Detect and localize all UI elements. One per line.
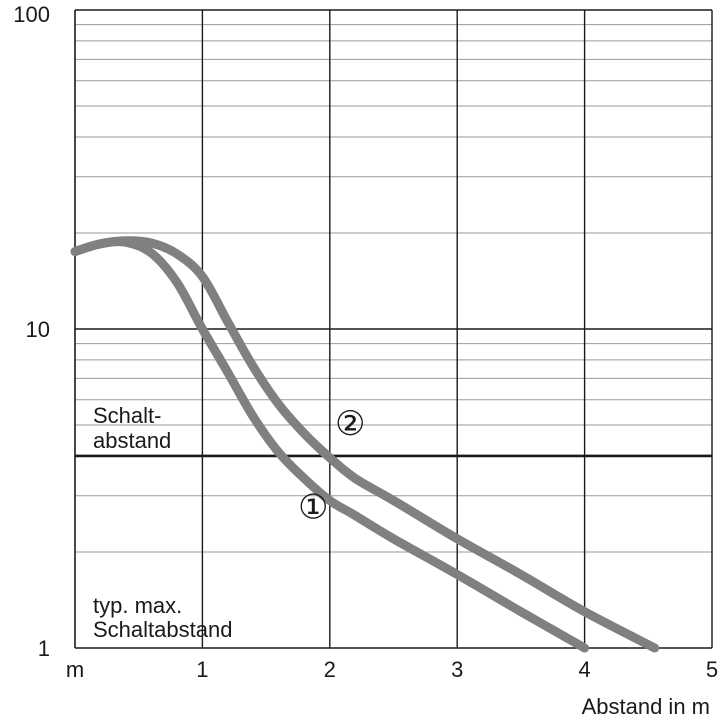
y-tick-label: 1: [38, 636, 50, 661]
x-tick-label: 1: [196, 657, 208, 682]
x-tick-label: 5: [706, 657, 718, 682]
annotation-line2: Schaltabstand: [93, 617, 232, 642]
x-tick-label: 4: [578, 657, 590, 682]
x-axis-title: Abstand in m: [582, 694, 710, 718]
series-2-line: [70, 236, 660, 653]
series-2-marker: ②: [335, 404, 365, 444]
x-tick-label: 3: [451, 657, 463, 682]
annotation-line1: typ. max.: [93, 593, 182, 618]
tick-labels: 1 10 100 1 2 3 4 5: [13, 2, 718, 682]
series-1-line: [70, 237, 590, 653]
curves: [70, 236, 660, 653]
y-tick-label: 100: [13, 2, 50, 27]
series-1-marker: ①: [298, 487, 328, 527]
labels: Schalt- abstand typ. max. Schaltabstand …: [66, 403, 710, 718]
threshold-label-line2: abstand: [93, 428, 171, 453]
y-tick-label: 10: [26, 317, 50, 342]
minor-grid: [75, 24, 712, 553]
threshold-label-line1: Schalt-: [93, 403, 161, 428]
x-unit-label: m: [66, 657, 84, 682]
x-tick-label: 2: [324, 657, 336, 682]
